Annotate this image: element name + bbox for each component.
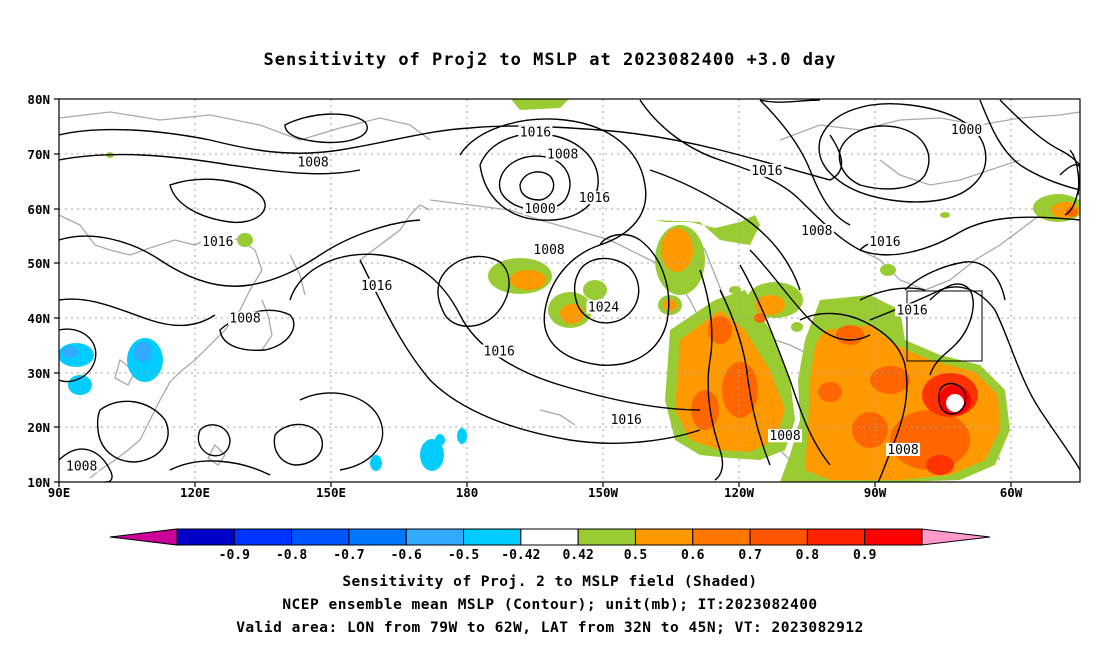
colorbar-box [176,528,235,546]
colorbar-label: 0.42 [562,548,593,563]
contour-label-bg [895,303,930,317]
contour-label-bg [228,311,263,325]
map-title: Sensitivity of Proj2 to MSLP at 20230824… [263,50,837,70]
colorbar-label: -0.7 [333,548,364,563]
contour-label: 1016 [611,413,642,428]
contour-label: 1016 [751,164,782,179]
contour-label-bg [296,155,331,169]
contour-label: 1016 [579,191,610,206]
contour-label: 1024 [588,301,619,316]
lon-label: 150W [588,485,619,500]
colorbar-label: 0.6 [681,548,705,563]
sensitivity-shading [59,99,1080,482]
contour-label-bg [532,243,567,257]
lon-label: 120E [180,485,210,500]
contour-label-bg [545,147,580,161]
contour-label: 1016 [361,279,392,294]
lat-label: 60N [27,202,50,217]
colorbar-box [291,528,350,546]
colorbar-label: 0.5 [624,548,647,563]
axis-ticks [54,98,1012,487]
contour-label-bg [64,459,99,473]
contour-label: 1000 [951,123,982,138]
colorbar-boxes [109,528,991,546]
colorbar-label: -0.42 [501,548,540,563]
contour-label-bg [768,429,803,443]
lon-label: 60W [1000,485,1023,500]
contour-label: 1000 [524,202,555,217]
colorbar-box [405,528,465,546]
lat-label: 30N [27,366,50,381]
contour-label-bg [359,278,394,292]
colorbar-label: -0.9 [219,548,250,563]
contour-label-bg [577,191,612,205]
lat-label: 50N [27,256,50,271]
lat-labels: 80N 70N 60N 50N 40N 30N 20N 10N [27,92,50,490]
contour-label-bg [799,224,834,238]
colorbar-label: 0.7 [738,548,761,563]
lon-labels: 90E 120E 150E 180 150W 120W 90W 60W [48,485,1023,500]
contour-label: 1008 [229,312,260,327]
contour-label-bg [518,125,553,139]
caption-line-2: NCEP ensemble mean MSLP (Contour); unit(… [282,597,818,613]
lat-label: 40N [27,311,50,326]
contour-label-bg [482,344,517,358]
contour-label: 1008 [801,224,832,239]
contour-label-bg [586,300,621,314]
contour-label-bg [200,234,235,248]
colorbar-box [749,528,808,546]
contour-label: 1016 [202,235,233,250]
map-frame [58,98,1081,483]
contour-label: 1008 [66,459,97,474]
contour-label: 1016 [869,235,900,250]
colorbar-label: -0.8 [276,548,307,563]
lat-label: 10N [27,475,50,490]
colorbar-box [806,528,866,546]
colorbar-box [348,528,407,546]
contour-label-bg [523,202,558,216]
colorbar-label: -0.6 [391,548,422,563]
colorbar-label: 0.8 [796,548,820,563]
colorbar-labels: -0.9 -0.8 -0.7 -0.6 -0.5 -0.42 0.42 0.5 0.6 0.7 0.… [219,548,877,563]
contour-label: 1008 [547,147,578,162]
colorbar-box [520,528,579,546]
colorbar-box [577,528,636,546]
colorbar-box [634,528,694,546]
contour-label: 1016 [484,344,515,359]
sensitivity-map: 1016 1008 1008 1016 1000 1016 1016 1008 1000 1016… [27,92,1081,500]
contour-label: 1008 [533,243,564,258]
contour-label: 1016 [520,126,551,141]
valid-area-box [906,290,983,362]
contour-label: 1008 [887,443,918,458]
lat-label: 70N [27,147,50,162]
colorbar-box [692,528,751,546]
contour-labels: 1016 1008 1008 1016 1000 1016 1016 1008 1000 1016… [64,122,984,474]
colorbar-box [864,528,923,546]
lon-label: 90E [48,485,71,500]
contour-label: 1008 [297,156,328,171]
contour-label-bg [609,412,644,426]
colorbar-box [233,528,293,546]
lat-label: 80N [27,92,50,107]
contour-label-bg [749,163,784,177]
contour-label-bg [886,442,921,456]
lon-label: 150E [316,485,346,500]
colorbar-label: 0.9 [853,548,876,563]
caption-line-3: Valid area: LON from 79W to 62W, LAT fro… [236,620,864,636]
lon-label: 120W [724,485,755,500]
colorbar: -0.9 -0.8 -0.7 -0.6 -0.5 -0.42 0.42 0.5 0.6 0.7 0.… [109,528,991,563]
lat-label: 20N [27,420,50,435]
caption-line-1: Sensitivity of Proj. 2 to MSLP field (Sh… [342,574,758,590]
colorbar-box [463,528,522,546]
lon-label: 180 [456,485,479,500]
contour-label-bg [949,122,984,136]
contour-label: 1008 [769,429,800,444]
colorbar-low-arrow [109,528,178,546]
contour-label: 1016 [896,303,927,318]
colorbar-label: -0.5 [448,548,479,563]
contour-label-bg [867,234,902,248]
colorbar-high-arrow [921,528,991,546]
lon-label: 90W [864,485,887,500]
